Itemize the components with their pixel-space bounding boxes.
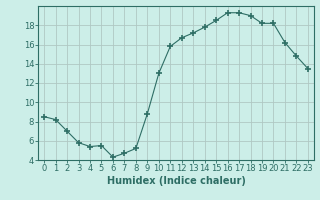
X-axis label: Humidex (Indice chaleur): Humidex (Indice chaleur) [107, 176, 245, 186]
